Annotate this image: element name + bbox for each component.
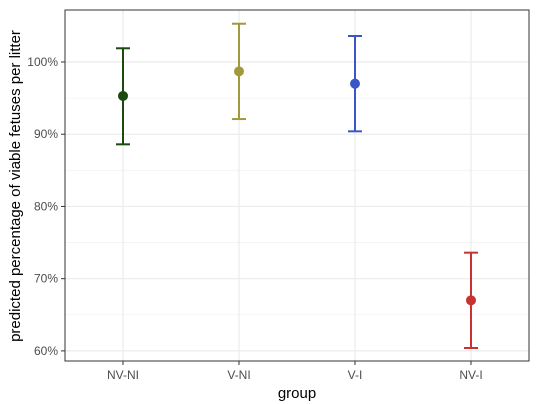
data-point	[118, 90, 128, 101]
plot-border	[64, 9, 530, 362]
x-tick-label: V-NI	[227, 368, 250, 382]
error-bar-group	[348, 35, 362, 133]
y-tick-label: 70%	[34, 272, 58, 286]
data-point	[350, 78, 360, 89]
plot-panel	[65, 10, 529, 361]
x-tick-label: NV-NI	[107, 368, 139, 382]
x-axis-ticks: NV-NI V-NI V-I NV-I	[107, 361, 483, 382]
y-tick-label: 100%	[27, 55, 58, 69]
x-axis-title: group	[278, 385, 316, 402]
y-axis-ticks: 60% 70% 80% 90% 100%	[27, 55, 65, 358]
x-tick-label: NV-I	[459, 368, 482, 382]
y-tick-label: 60%	[34, 344, 58, 358]
error-bar-group	[464, 251, 478, 349]
data-marks	[116, 22, 478, 349]
data-point	[466, 295, 476, 306]
x-tick-label: V-I	[348, 368, 363, 382]
y-axis-title: predicted percentage of viable fetuses p…	[7, 30, 24, 342]
error-bar-group	[232, 22, 246, 121]
data-point	[234, 66, 244, 77]
minor-gridlines	[65, 97, 529, 316]
y-tick-label: 80%	[34, 199, 58, 213]
y-tick-label: 90%	[34, 127, 58, 141]
error-bar-group	[116, 47, 130, 146]
